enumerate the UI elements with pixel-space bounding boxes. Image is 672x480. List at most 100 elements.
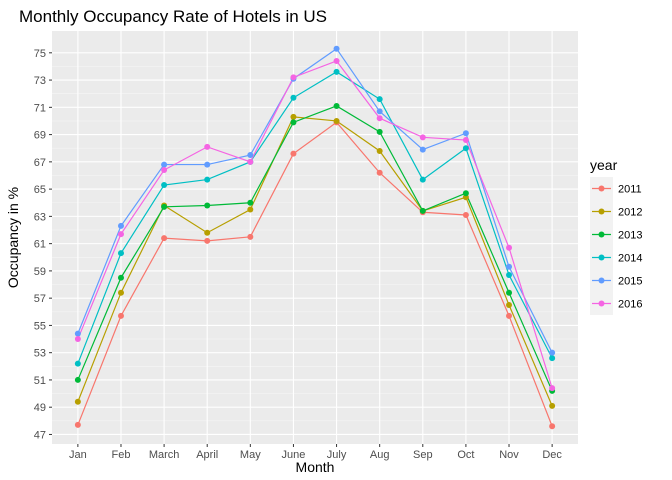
legend-title: year (590, 157, 618, 173)
x-tick-label: June (282, 449, 306, 461)
y-tick-label: 67 (34, 157, 46, 169)
legend-key-point (598, 185, 605, 192)
data-point-2016-Sep (419, 134, 426, 141)
data-point-2014-Nov (506, 271, 513, 278)
legend-label: 2011 (618, 184, 642, 196)
data-point-2016-March (161, 167, 168, 174)
series-line-2014 (77, 71, 553, 364)
data-point-2016-Dec (549, 385, 556, 392)
x-tick-label: July (327, 449, 347, 461)
series-line-2015 (77, 47, 553, 353)
x-tick-label: Oct (457, 449, 474, 461)
data-point-2011-Dec (549, 423, 556, 430)
legend-key-point (598, 254, 605, 261)
data-point-2013-Jan (74, 376, 81, 383)
data-point-2011-Nov (506, 312, 513, 319)
x-tick-label: Feb (111, 449, 130, 461)
data-point-2016-Jan (74, 336, 81, 343)
y-tick-label: 57 (34, 293, 46, 305)
data-point-2013-July (333, 102, 340, 109)
y-tick-label: 69 (34, 130, 46, 142)
x-axis: Jan Feb March April May June July Aug Sep Oct Nov D… (69, 444, 562, 461)
data-point-2012-Aug (376, 147, 383, 154)
data-point-2013-Nov (506, 289, 513, 296)
data-point-2012-April (204, 229, 211, 236)
data-point-2014-April (204, 176, 211, 183)
legend-key-point (598, 208, 605, 215)
data-point-2013-June (290, 119, 297, 126)
legend-label: 2012 (618, 207, 642, 219)
y-tick-label: 51 (34, 375, 46, 387)
data-point-2014-Dec (549, 355, 556, 362)
data-point-2011-Oct (462, 212, 469, 219)
x-tick-label: March (149, 449, 180, 461)
y-tick-label: 75 (34, 48, 46, 60)
x-axis-title: Month (296, 459, 335, 475)
data-point-2015-May (247, 152, 254, 159)
data-point-2016-July (333, 57, 340, 64)
series-line-2016 (77, 60, 553, 389)
x-tick-label: Jan (69, 449, 87, 461)
data-point-2016-April (204, 143, 211, 150)
data-point-2012-June (290, 113, 297, 120)
legend-key-point (598, 300, 605, 307)
y-tick-label: 53 (34, 348, 46, 360)
y-axis-title: Occupancy in % (5, 187, 21, 288)
y-tick-label: 47 (34, 429, 46, 441)
data-point-2011-June (290, 150, 297, 157)
minor-gridlines (52, 66, 578, 422)
y-tick-label: 63 (34, 211, 46, 223)
data-point-2014-Oct (462, 145, 469, 152)
major-gridlines (52, 31, 578, 444)
data-point-2015-Sep (419, 146, 426, 153)
data-point-2013-April (204, 202, 211, 209)
data-point-2013-Feb (117, 274, 124, 281)
y-tick-label: 55 (34, 320, 46, 332)
data-point-2013-May (247, 199, 254, 206)
x-tick-label: Sep (413, 449, 433, 461)
y-tick-label: 59 (34, 266, 46, 278)
data-point-2015-Feb (117, 222, 124, 229)
data-point-2013-Sep (419, 207, 426, 214)
data-point-2014-June (290, 94, 297, 101)
y-tick-label: 71 (34, 102, 46, 114)
x-tick-label: May (240, 449, 261, 461)
legend-items: 2011 2012 2013 2014 2015 2016 (590, 177, 642, 315)
data-point-2016-Aug (376, 115, 383, 122)
legend-key-point (598, 277, 605, 284)
data-point-2011-Feb (117, 312, 124, 319)
data-point-2014-Feb (117, 250, 124, 257)
data-point-2012-May (247, 206, 254, 213)
series-line-2013 (77, 105, 553, 392)
data-point-2016-May (247, 158, 254, 165)
data-point-2014-Jan (74, 360, 81, 367)
data-point-2015-April (204, 161, 211, 168)
data-point-2016-Feb (117, 231, 124, 238)
data-point-2012-Feb (117, 289, 124, 296)
x-tick-label: Dec (542, 449, 562, 461)
legend: year 2011 2012 2013 2014 2015 2016 (590, 157, 642, 315)
legend-label: 2015 (618, 276, 642, 288)
legend-key-point (598, 231, 605, 238)
x-tick-label: Aug (370, 449, 390, 461)
data-point-2011-April (204, 237, 211, 244)
y-tick-label: 65 (34, 184, 46, 196)
data-point-2011-Jan (74, 421, 81, 428)
data-point-2013-Oct (462, 190, 469, 197)
data-point-2012-Nov (506, 301, 513, 308)
series-line-2012 (77, 116, 553, 407)
legend-label: 2014 (618, 253, 642, 265)
data-point-2014-July (333, 68, 340, 75)
x-tick-label: Nov (499, 449, 519, 461)
series-line-2011 (77, 121, 553, 427)
plot-panel-background (52, 31, 578, 444)
data-point-2012-Jan (74, 398, 81, 405)
data-point-2016-Nov (506, 244, 513, 251)
data-point-2012-July (333, 117, 340, 124)
plot-area (52, 31, 578, 444)
data-point-2016-Oct (462, 137, 469, 144)
data-point-2012-Dec (549, 402, 556, 409)
data-point-2016-June (290, 74, 297, 81)
y-axis: 47 49 51 53 55 57 59 61 63 65 67 69 71 73 75 (34, 48, 52, 441)
